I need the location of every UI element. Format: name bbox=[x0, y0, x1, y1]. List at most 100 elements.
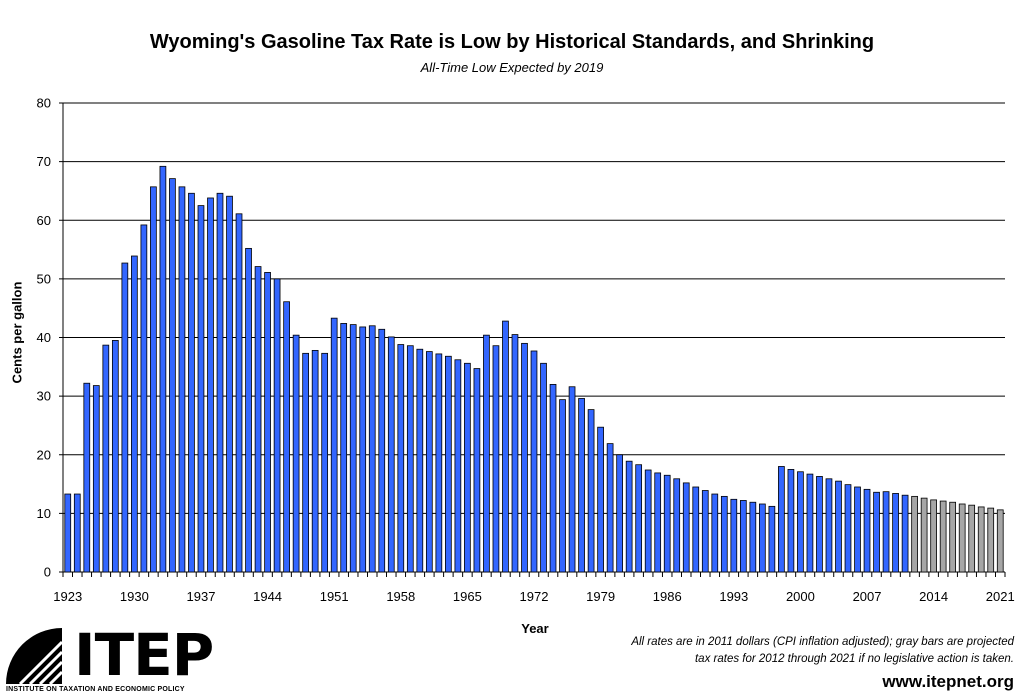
y-tick-label-10: 10 bbox=[37, 506, 51, 521]
x-tick-label-1993: 1993 bbox=[719, 589, 748, 604]
bar-2012 bbox=[911, 495, 918, 573]
bar-1932 bbox=[150, 186, 157, 573]
bar-1941 bbox=[235, 213, 243, 573]
bar-2020 bbox=[987, 507, 995, 573]
bar-1973 bbox=[540, 362, 547, 573]
x-axis-title: Year bbox=[521, 621, 549, 636]
y-tick-label-30: 30 bbox=[37, 389, 51, 404]
bar-1949 bbox=[311, 349, 319, 573]
bar-1989 bbox=[692, 486, 700, 573]
bar-1930 bbox=[131, 255, 138, 573]
bar-1951 bbox=[330, 317, 338, 573]
bar-1983 bbox=[635, 464, 643, 573]
bar-1966 bbox=[473, 368, 481, 573]
bar-1971 bbox=[521, 342, 528, 573]
bar-1985 bbox=[654, 472, 662, 573]
bar-1935 bbox=[178, 186, 186, 573]
bar-1940 bbox=[226, 195, 233, 573]
bar-1954 bbox=[359, 326, 367, 573]
bar-1943 bbox=[254, 266, 262, 573]
bar-1927 bbox=[102, 344, 110, 573]
bar-2003 bbox=[825, 478, 833, 573]
x-tick-label-2021: 2021 bbox=[986, 589, 1015, 604]
footnote: All rates are in 2011 dollars (CPI infla… bbox=[494, 634, 1014, 668]
bar-2000 bbox=[797, 471, 804, 573]
bar-2015 bbox=[939, 500, 947, 573]
bar-1962 bbox=[435, 353, 443, 573]
bar-1994 bbox=[739, 500, 747, 573]
bar-2002 bbox=[816, 476, 823, 573]
itep-logo-mark-icon bbox=[6, 628, 64, 684]
bar-1999 bbox=[787, 469, 795, 573]
bar-2005 bbox=[844, 484, 852, 573]
x-tick-label-1979: 1979 bbox=[586, 589, 615, 604]
bar-1967 bbox=[483, 334, 490, 573]
bar-1998 bbox=[778, 466, 785, 573]
bar-1938 bbox=[207, 197, 214, 573]
bar-1986 bbox=[663, 474, 671, 573]
bar-1944 bbox=[264, 272, 271, 573]
bar-1956 bbox=[378, 328, 386, 573]
y-axis-title: Cents per gallon bbox=[9, 281, 25, 384]
bar-1945 bbox=[273, 278, 281, 573]
bar-1942 bbox=[245, 247, 252, 573]
chart-title: Wyoming's Gasoline Tax Rate is Low by Hi… bbox=[149, 31, 875, 53]
x-tick-label-2007: 2007 bbox=[853, 589, 882, 604]
website-url[interactable]: www.itepnet.org bbox=[882, 672, 1014, 691]
bar-2001 bbox=[806, 473, 814, 573]
bar-1931 bbox=[140, 224, 148, 573]
bar-2009 bbox=[882, 491, 890, 573]
bar-1939 bbox=[216, 192, 224, 573]
bar-chart: 0 10 20 30 40 50 60 70 80 1923 1930 1937 1944 1951 195… bbox=[37, 96, 1015, 605]
bar-1950 bbox=[321, 352, 329, 573]
bar-1924 bbox=[73, 493, 81, 573]
x-tick-label-2014: 2014 bbox=[919, 589, 948, 604]
bar-1923 bbox=[64, 493, 72, 573]
bar-1987 bbox=[673, 478, 681, 573]
bar-1975 bbox=[559, 399, 566, 573]
bar-1958 bbox=[397, 344, 405, 573]
bar-1991 bbox=[711, 493, 719, 573]
bar-1963 bbox=[445, 355, 452, 573]
bar-2019 bbox=[977, 506, 985, 573]
bar-1961 bbox=[425, 351, 433, 573]
logo-tagline: INSTITUTE ON TAXATION AND ECONOMIC POLIC… bbox=[6, 686, 185, 693]
footnote-line-2: tax rates for 2012 through 2021 if no le… bbox=[694, 653, 1014, 665]
x-tick-label-2000: 2000 bbox=[786, 589, 815, 604]
bar-1959 bbox=[406, 345, 414, 573]
bar-1970 bbox=[511, 334, 519, 573]
bar-2006 bbox=[854, 486, 861, 573]
bar-1988 bbox=[682, 482, 690, 573]
y-tick-label-0: 0 bbox=[44, 565, 51, 580]
bar-1982 bbox=[625, 460, 633, 573]
bar-1947 bbox=[292, 334, 300, 573]
bar-1952 bbox=[340, 323, 348, 573]
bar-1936 bbox=[188, 192, 195, 573]
x-tick-label-1972: 1972 bbox=[520, 589, 549, 604]
bar-1926 bbox=[92, 385, 100, 573]
bar-2011 bbox=[901, 494, 909, 573]
y-tick-label-60: 60 bbox=[37, 213, 51, 228]
bar-2008 bbox=[873, 491, 880, 573]
y-tick-label-80: 80 bbox=[37, 96, 51, 111]
x-tick-label-1930: 1930 bbox=[120, 589, 149, 604]
bar-1978 bbox=[587, 409, 595, 573]
bar-1996 bbox=[759, 503, 766, 573]
bar-1964 bbox=[454, 359, 462, 573]
bar-1928 bbox=[111, 340, 119, 573]
bar-1995 bbox=[749, 501, 757, 573]
footnote-line-1: All rates are in 2011 dollars (CPI infla… bbox=[631, 636, 1014, 648]
bar-1990 bbox=[701, 490, 709, 573]
bar-2004 bbox=[835, 480, 842, 573]
x-tick-label-1951: 1951 bbox=[320, 589, 349, 604]
bar-1937 bbox=[197, 205, 205, 573]
bar-2018 bbox=[968, 504, 976, 573]
bar-1993 bbox=[730, 498, 738, 573]
bar-1933 bbox=[159, 165, 167, 573]
chart-subtitle: All-Time Low Expected by 2019 bbox=[420, 60, 604, 75]
bar-1972 bbox=[530, 350, 538, 573]
bar-1960 bbox=[416, 348, 424, 573]
bar-1953 bbox=[349, 324, 357, 573]
bar-1979 bbox=[597, 426, 604, 573]
x-tick-label-1944: 1944 bbox=[253, 589, 282, 604]
